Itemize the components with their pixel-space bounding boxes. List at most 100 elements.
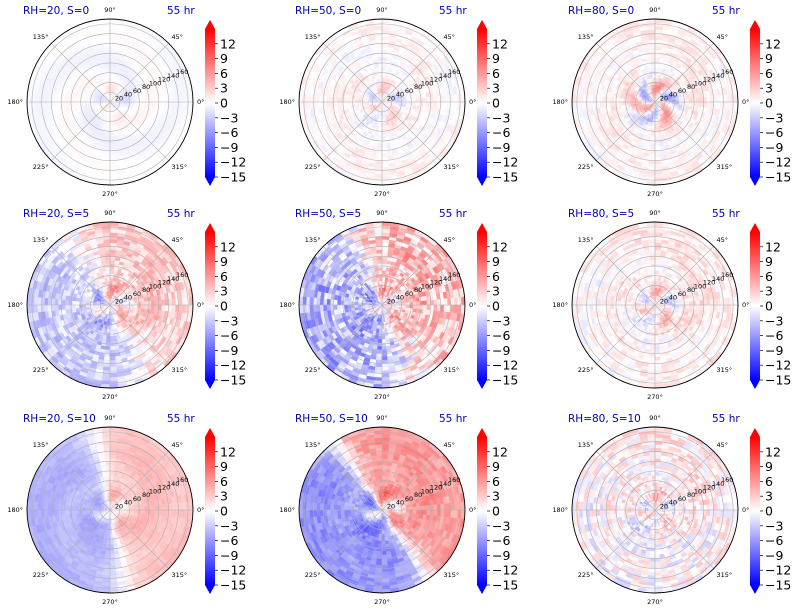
contour-cell	[133, 101, 138, 106]
contour-cell	[109, 163, 118, 168]
contour-cell	[109, 284, 113, 289]
contour-cell	[381, 46, 389, 51]
contour-cell	[692, 101, 697, 107]
colorbar-extend-max	[477, 20, 487, 29]
colorbar-body	[477, 29, 487, 177]
contour-cell	[104, 146, 111, 151]
contour-cell	[454, 101, 459, 111]
contour-cell	[630, 99, 635, 103]
contour-cell	[105, 143, 111, 148]
colorbar-tick-label: −12	[492, 155, 518, 170]
contour-cell	[723, 101, 728, 110]
contour-cell	[647, 170, 656, 175]
contour-cell	[654, 139, 660, 144]
contour-cell	[375, 46, 383, 51]
contour-cell	[654, 136, 660, 141]
contour-cell	[319, 101, 324, 109]
contour-cell	[675, 101, 680, 105]
contour-cell	[106, 328, 111, 333]
contour-cell	[343, 97, 348, 103]
theta-tick-label: 45°	[444, 33, 456, 41]
contour-cell	[103, 46, 111, 51]
contour-cell	[109, 139, 115, 144]
contour-cell	[151, 101, 156, 107]
contour-cell	[440, 101, 445, 109]
radial-tick-label: 20	[387, 94, 395, 102]
contour-cell	[654, 36, 663, 41]
contour-cell	[426, 101, 431, 108]
polar-grid	[572, 19, 738, 185]
panel-time-label: 55 hr	[167, 5, 195, 17]
contour-cell	[109, 81, 113, 86]
contour-cell	[85, 302, 90, 306]
contour-cell	[103, 160, 111, 165]
contour-cell	[71, 101, 76, 107]
contour-cell	[381, 139, 387, 144]
contour-cell	[381, 132, 386, 137]
contour-cell	[699, 96, 704, 103]
theta-tick-label: 135°	[578, 33, 594, 41]
contour-cell	[685, 101, 690, 106]
contour-cell	[654, 67, 659, 72]
contour-cell	[126, 304, 131, 308]
contour-cell	[423, 97, 428, 103]
contour-cell	[102, 36, 111, 41]
contour-cell	[650, 139, 656, 144]
contour-cell	[416, 101, 421, 107]
contour-cell	[373, 174, 383, 179]
contour-cell	[689, 97, 694, 103]
contour-cell	[147, 101, 152, 107]
colorbar-tick-label: −3	[492, 110, 510, 125]
contour-cell	[377, 139, 383, 144]
contour-cell	[706, 101, 711, 109]
theta-tick-label: 270°	[647, 190, 663, 198]
contour-cell	[652, 122, 656, 127]
contour-cell	[33, 93, 38, 103]
contour-cell	[109, 56, 115, 61]
radial-tick-label: 40	[396, 91, 404, 99]
colorbar-extend-max	[205, 20, 215, 29]
contour-cell	[582, 94, 587, 103]
contour-cell	[377, 136, 383, 141]
contour-cell	[377, 143, 383, 148]
theta-tick-label: 315°	[172, 163, 188, 171]
contour-cell	[402, 101, 407, 105]
contour-cell	[182, 93, 187, 103]
contour-cell	[102, 170, 111, 175]
contour-cell	[126, 101, 131, 105]
contour-cell	[654, 174, 664, 179]
theta-tick-label: 90°	[649, 6, 661, 14]
contour-cell	[381, 25, 391, 30]
contour-cell	[375, 160, 383, 165]
colorbar-tick-label: −6	[220, 125, 238, 140]
contour-cell	[309, 94, 314, 103]
radial-tick-label: 40	[669, 91, 677, 99]
contour-cell	[109, 136, 115, 141]
contour-cell	[178, 101, 183, 110]
contour-cell	[381, 81, 385, 86]
contour-cell	[71, 97, 76, 103]
contour-cell	[374, 36, 383, 41]
contour-cell	[64, 97, 69, 103]
contour-cell	[651, 132, 656, 137]
contour-cell	[678, 101, 683, 106]
contour-cell	[109, 39, 117, 44]
contour-cell	[326, 101, 331, 109]
contour-cell	[379, 122, 383, 127]
contour-cell	[103, 39, 111, 44]
contour-cell	[378, 67, 383, 72]
contour-cell	[109, 153, 117, 158]
contour-cell	[373, 25, 383, 30]
contour-cell	[107, 325, 111, 330]
contour-cell	[654, 53, 661, 58]
contour-cell	[89, 302, 94, 306]
contour-cell	[648, 46, 656, 51]
contour-cell	[648, 153, 656, 158]
colorbar-extend-min	[750, 177, 760, 186]
contour-cell	[144, 97, 149, 103]
contour-cell	[54, 101, 59, 109]
contour-cell	[723, 94, 728, 103]
contour-cell	[381, 174, 391, 179]
theta-tick-label: 0°	[197, 98, 204, 106]
